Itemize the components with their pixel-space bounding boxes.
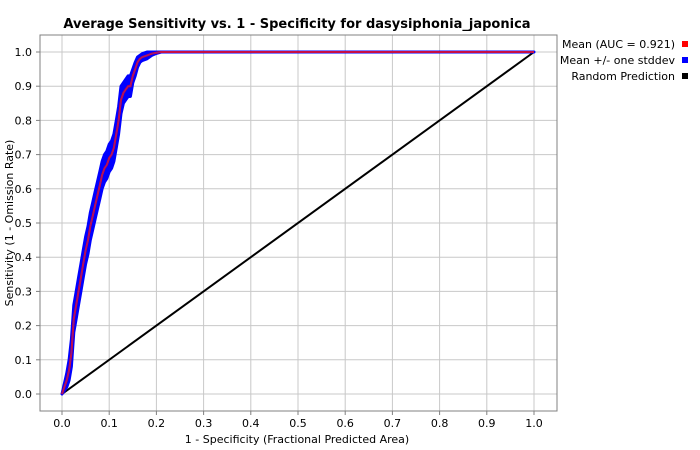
x-tick-label: 0.3 <box>195 417 213 430</box>
x-axis-ticks: 0.0 0.1 0.2 0.3 0.4 0.5 0.6 0.7 0.8 0.9 1.0 <box>53 411 543 430</box>
legend-label: Random Prediction <box>571 70 675 83</box>
y-tick-label: 0.3 <box>15 285 33 298</box>
x-tick-label: 0.1 <box>100 417 118 430</box>
x-tick-label: 0.8 <box>431 417 449 430</box>
series-layer <box>60 50 536 396</box>
y-axis-label: Sensitivity (1 - Omission Rate) <box>3 140 16 307</box>
y-axis-ticks: 0.0 0.1 0.2 0.3 0.4 0.5 0.6 0.7 0.8 0.9 1.0 <box>15 46 40 401</box>
y-tick-label: 0.8 <box>15 114 33 127</box>
x-axis-label: 1 - Specificity (Fractional Predicted Ar… <box>185 433 409 446</box>
x-tick-label: 0.7 <box>384 417 402 430</box>
legend-label: Mean (AUC = 0.921) <box>562 38 675 51</box>
y-tick-label: 0.7 <box>15 149 33 162</box>
x-tick-label: 0.5 <box>289 417 307 430</box>
y-tick-label: 1.0 <box>15 46 33 59</box>
legend-label: Mean +/- one stddev <box>560 54 676 67</box>
legend-swatch <box>682 41 688 47</box>
chart-title: Average Sensitivity vs. 1 - Specificity … <box>63 17 530 32</box>
y-tick-label: 0.2 <box>15 320 33 333</box>
x-tick-label: 0.6 <box>336 417 354 430</box>
y-tick-label: 0.0 <box>15 388 33 401</box>
y-tick-label: 0.9 <box>15 80 33 93</box>
y-tick-label: 0.5 <box>15 217 33 230</box>
legend-swatch <box>682 57 688 63</box>
legend-swatch <box>682 73 688 79</box>
x-tick-label: 0.2 <box>148 417 166 430</box>
x-tick-label: 0.0 <box>53 417 71 430</box>
legend: Mean (AUC = 0.921) Mean +/- one stddev Ran… <box>560 38 688 83</box>
mean-line-core <box>61 51 534 395</box>
random-prediction-line <box>61 51 535 395</box>
y-tick-label: 0.4 <box>15 251 33 264</box>
x-tick-label: 1.0 <box>525 417 543 430</box>
y-tick-label: 0.1 <box>15 354 33 367</box>
y-tick-label: 0.6 <box>15 183 33 196</box>
x-tick-label: 0.4 <box>242 417 260 430</box>
x-tick-label: 0.9 <box>478 417 496 430</box>
